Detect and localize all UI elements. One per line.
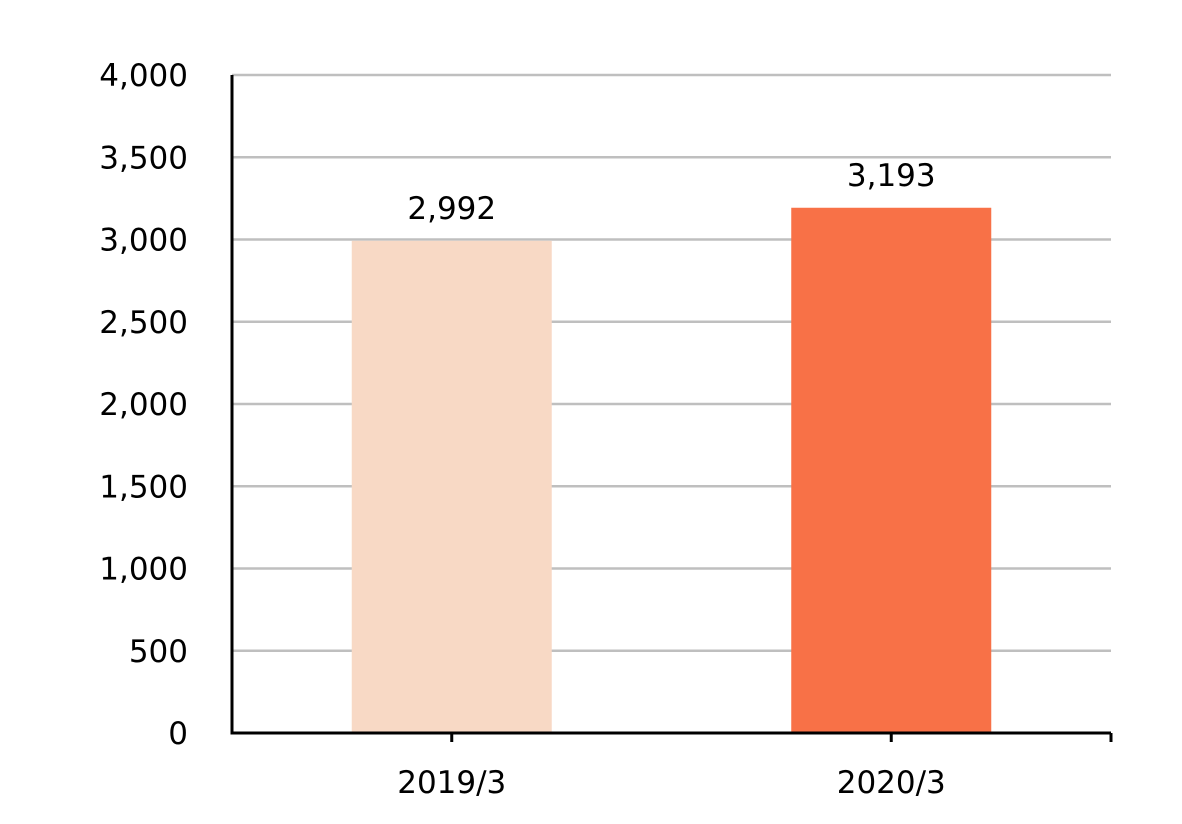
bars (351, 207, 992, 734)
bar-1 (791, 207, 992, 734)
data-label-1: 3,193 (847, 158, 936, 194)
labels: 0 500 1,000 1,500 2,000 2,500 3,000 3,500 4,000 2… (99, 58, 946, 801)
y-tick-label-7: 3,500 (99, 140, 188, 176)
y-tick-label-3: 1,500 (99, 469, 188, 505)
y-tick-label-2: 1,000 (99, 552, 188, 588)
x-tick-label-1: 2020/3 (837, 765, 946, 801)
axes (230, 75, 1113, 742)
x-tick-label-0: 2019/3 (397, 765, 506, 801)
y-tick-label-8: 4,000 (99, 58, 188, 94)
y-tick-label-6: 3,000 (99, 223, 188, 259)
y-tick-label-5: 2,500 (99, 305, 188, 341)
y-tick-label-1: 500 (129, 634, 188, 670)
bar-0 (351, 240, 552, 734)
y-tick-label-4: 2,000 (99, 387, 188, 423)
y-tick-label-0: 0 (168, 716, 188, 752)
data-label-0: 2,992 (407, 191, 496, 227)
